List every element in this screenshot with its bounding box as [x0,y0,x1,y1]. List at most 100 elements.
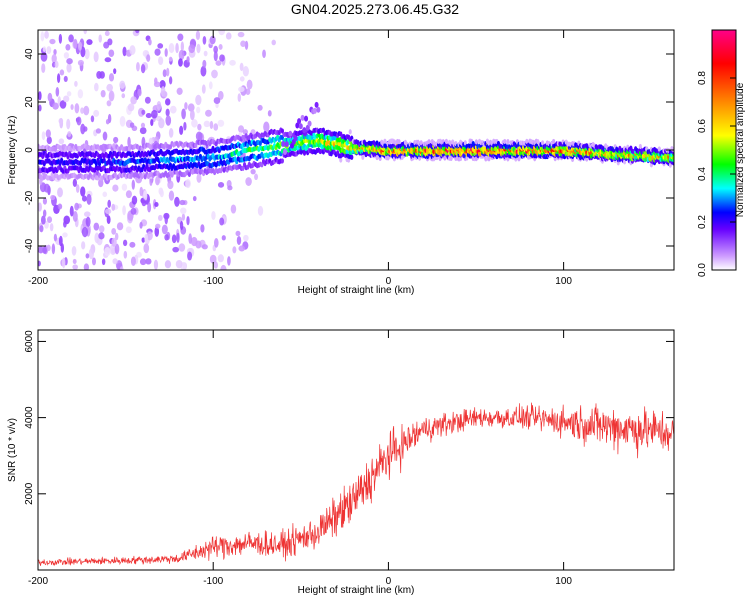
heatmap-cell [125,226,132,234]
heatmap-cell [186,215,190,226]
heatmap-cell [108,49,115,57]
heatmap-cell [131,179,135,190]
heatmap-cell [70,104,74,110]
heatmap-cell [154,226,160,237]
heatmap-cell [106,83,113,92]
heatmap-cell [119,115,126,127]
heatmap-cell [77,41,83,51]
heatmap-cell [46,136,52,145]
heatmap-cell [148,137,154,146]
heatmap-cell [172,246,180,253]
heatmap-cell [165,98,171,106]
heatmap-cell [144,96,151,104]
heatmap-cell [80,123,86,135]
snr-x-tick-label: -200 [28,576,48,587]
heatmap-cell [96,70,102,79]
heatmap-cell [72,211,78,222]
heatmap-cell [154,201,159,208]
heatmap-cell [135,30,140,34]
heatmap-cell [312,107,317,114]
heatmap-cell [178,58,183,67]
heatmap-cell [38,260,41,267]
heatmap-cell [245,177,252,186]
heatmap-cell [217,90,224,100]
colorbar-tick-label: 0.6 [697,119,708,133]
heatmap-cell [153,81,161,88]
heatmap-cell [98,225,105,233]
heatmap-cell [213,123,219,131]
heatmap-cell [38,246,44,254]
heatmap-cell [179,199,186,206]
heatmap-cell [83,105,90,116]
heatmap-cell [59,100,67,109]
heatmap-cell [339,157,343,163]
heatmap-cell [196,106,201,114]
snr-x-tick-label: 0 [386,576,392,587]
heatmap-cell [113,136,119,144]
colorbar-tick-label: 0.8 [697,71,708,85]
heatmap-cell [38,104,42,112]
heatmap-cell [271,39,276,46]
heatmap-cell [116,222,124,231]
heatmap-cell [39,225,44,233]
heatmap-cell [74,103,80,114]
heatmap-cell [211,210,216,220]
heatmap-cell [227,256,231,266]
heatmap-cell [139,221,143,229]
heatmap-cell [188,44,196,54]
heatmap-cell [179,220,184,231]
heatmap-cell [171,234,177,244]
heatmap-cell [67,131,72,138]
heatmap-cell [108,73,115,82]
spectrogram-x-tick-label: -200 [28,276,48,287]
heatmap-cell [164,48,168,57]
spectrogram-y-tick-label: 0 [24,147,35,153]
heatmap-cell [58,33,63,44]
heatmap-cell [185,178,191,189]
snr-x-tick-label: 100 [555,576,572,587]
heatmap-cell [49,38,56,45]
heatmap-cell [671,146,674,153]
heatmap-cell [267,110,272,117]
heatmap-cell [187,103,195,112]
snr-frame [37,329,675,571]
heatmap-cell [111,237,117,247]
snr-x-ticks: -200 -100 0 100 [28,330,572,587]
heatmap-cell [148,38,152,46]
heatmap-cell [262,49,266,59]
heatmap-cell [121,183,128,191]
heatmap-cell [552,138,556,145]
snr-y-label: SNR (10 * v/v) [7,418,18,482]
heatmap-cell [165,108,170,117]
heatmap-cell [83,30,87,35]
heatmap-cell [127,136,131,148]
heatmap-cell [215,60,222,66]
heatmap-cell [217,119,225,127]
heatmap-cell [155,223,161,229]
heatmap-cell [75,184,80,193]
heatmap-cell [76,116,82,126]
heatmap-cell [397,139,401,145]
heatmap-cell [44,30,49,39]
heatmap-cell [176,232,180,243]
heatmap-cell [72,258,77,265]
heatmap-cell [167,180,174,190]
heatmap-cell [211,69,218,79]
heatmap-cell [139,186,144,197]
heatmap-cell [140,63,146,74]
heatmap-cell [98,34,102,43]
heatmap-cell [459,155,463,162]
heatmap-cell [154,48,161,56]
heatmap-cell [227,185,233,191]
snr-panel: -200 -100 0 100 2000 4000 6000 Height of stra… [7,329,675,596]
heatmap-cell [168,190,175,201]
heatmap-cell [221,235,226,241]
snr-x-tick-label: -100 [203,576,223,587]
heatmap-cell [179,125,184,136]
heatmap-cell [114,243,120,255]
heatmap-cell [63,95,70,103]
heatmap-cell [85,216,91,227]
heatmap-cell [187,251,193,261]
heatmap-cell [143,190,148,202]
heatmap-cell [81,226,89,238]
